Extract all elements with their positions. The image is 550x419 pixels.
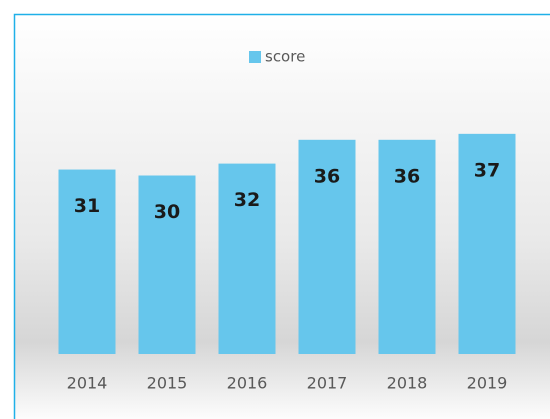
data-label: 32 — [234, 189, 260, 211]
x-tick-label: 2019 — [467, 374, 508, 393]
x-tick-label: 2016 — [227, 374, 268, 393]
legend-label: score — [265, 48, 305, 66]
bar — [298, 139, 356, 354]
legend-swatch — [249, 51, 261, 63]
data-label: 31 — [74, 195, 100, 217]
data-label: 37 — [474, 159, 500, 181]
bar — [218, 163, 276, 354]
data-label: 36 — [314, 165, 340, 187]
bar — [458, 133, 516, 354]
x-tick-label: 2014 — [67, 374, 108, 393]
bar — [58, 169, 116, 354]
data-label: 36 — [394, 165, 420, 187]
x-tick-label: 2018 — [387, 374, 428, 393]
bar — [378, 139, 436, 354]
x-tick-label: 2017 — [307, 374, 348, 393]
bar — [138, 175, 196, 354]
data-label: 30 — [154, 201, 180, 223]
x-tick-label: 2015 — [147, 374, 188, 393]
